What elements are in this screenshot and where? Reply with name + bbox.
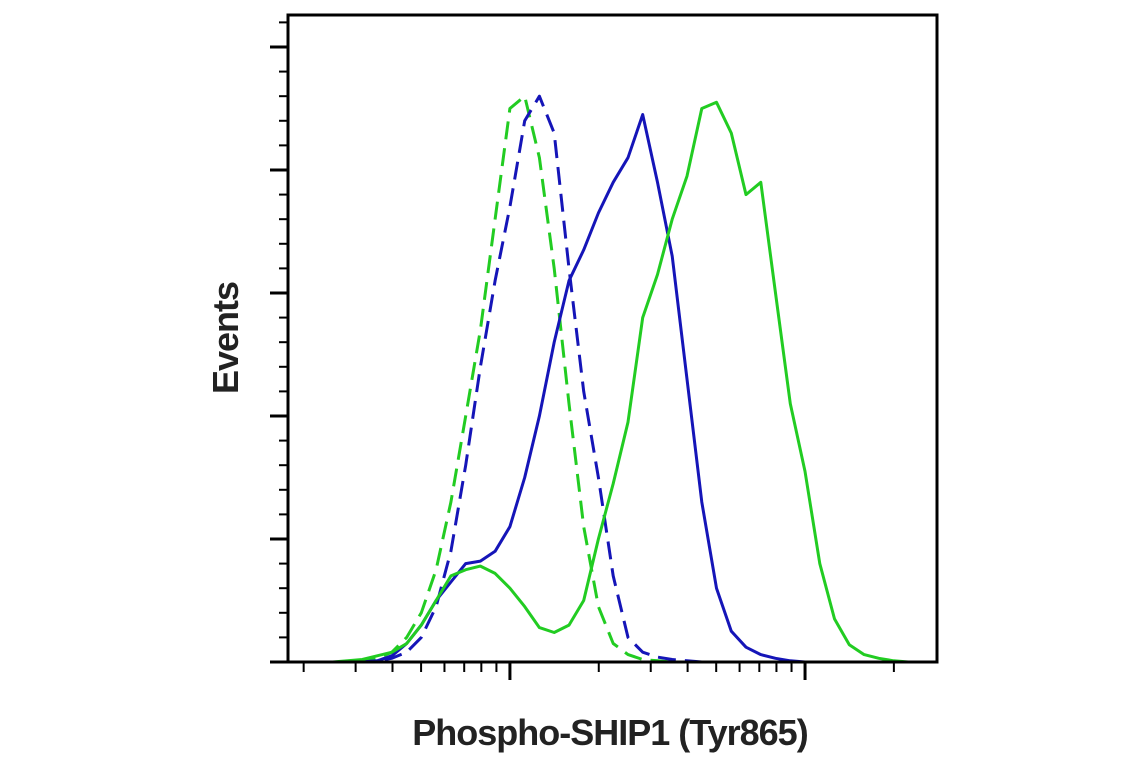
x-axis-title: Phospho-SHIP1 (Tyr865)	[412, 712, 807, 753]
plot-frame	[286, 13, 939, 664]
series-line	[303, 100, 924, 664]
y-axis-title: Events	[205, 282, 246, 394]
